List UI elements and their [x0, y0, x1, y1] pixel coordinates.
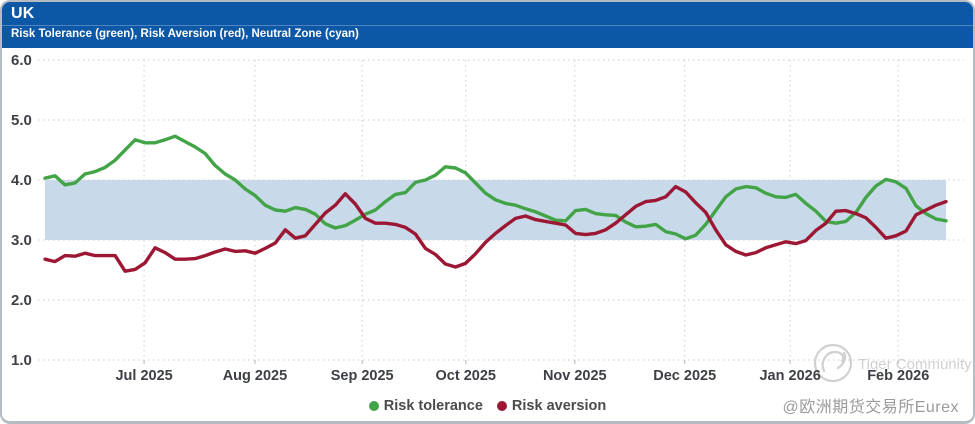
header-subtitle: Risk Tolerance (green), Risk Aversion (r…: [2, 25, 973, 44]
y-axis-labels-group: 6.0 5.0 4.0 3.0 2.0 1.0: [11, 52, 32, 369]
credit-text: @欧洲期货交易所Eurex: [782, 399, 959, 416]
y-axis-tick-label: 3.0: [11, 232, 32, 249]
risk-aversion-dot-icon: [496, 401, 507, 411]
y-axis-tick-label: 4.0: [11, 172, 32, 189]
x-axis-tick-label: Aug 2025: [223, 368, 287, 384]
x-axis-tick-label: Oct 2025: [436, 368, 496, 384]
risk-tolerance-line: [43, 134, 948, 241]
y-axis-tick-label: 1.0: [11, 352, 32, 369]
risk-aversion-line: [43, 184, 948, 273]
x-axis-tick-label: Dec 2025: [653, 368, 716, 384]
risk-tolerance-dot-icon: [368, 401, 379, 411]
legend-item-risk-aversion[interactable]: Risk aversion: [496, 398, 607, 414]
x-axis-tick-label: Sep 2025: [331, 368, 394, 384]
header-bar: UK Risk Tolerance (green), Risk Aversion…: [2, 2, 973, 48]
neutral-zone-band: [45, 180, 946, 240]
y-axis-tick-label: 2.0: [11, 292, 32, 309]
tiger-community-logo-icon: [813, 343, 853, 383]
legend-label-risk-tolerance: Risk tolerance: [383, 398, 483, 414]
legend-label-risk-aversion: Risk aversion: [511, 398, 607, 414]
watermark-text: Tiger Community: [858, 356, 972, 373]
watermark: Tiger Community: [813, 343, 972, 383]
chart-legend: Risk tolerance Risk aversion: [2, 396, 973, 416]
tiger-community-logo-glyph-icon: [821, 350, 847, 373]
page-title: UK: [11, 5, 35, 22]
x-axis-tick-label: Feb 2026: [867, 368, 929, 384]
y-axis-tick-label: 5.0: [11, 112, 32, 129]
x-axis-labels-group: Jul 2025 Aug 2025 Sep 2025 Oct 2025 Nov 2025…: [115, 368, 929, 384]
legend-item-risk-tolerance[interactable]: Risk tolerance: [368, 398, 483, 414]
x-axis-tick-label: Jan 2026: [759, 368, 820, 384]
x-axis-tick-label: Nov 2025: [543, 368, 607, 384]
y-axis-tick-label: 6.0: [11, 52, 32, 69]
x-axis-tick-label: Jul 2025: [115, 368, 172, 384]
